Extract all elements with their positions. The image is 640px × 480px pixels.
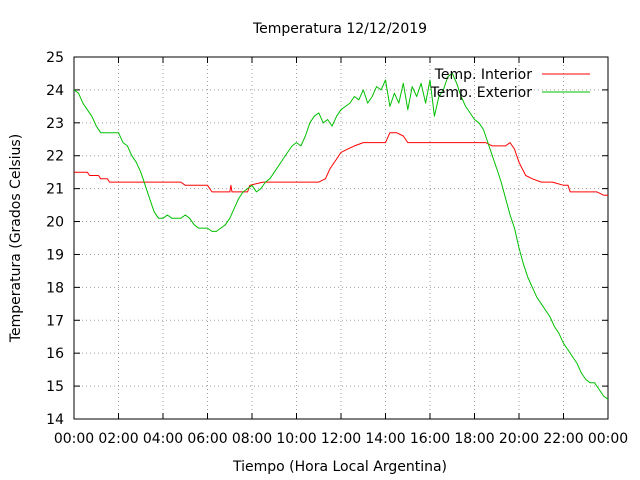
series-lines <box>73 73 609 400</box>
y-tick-label: 14 <box>46 412 64 428</box>
legend: Temp. Interior Temp. Exterior <box>430 67 590 101</box>
x-tick-label: 00:00 <box>588 431 628 447</box>
grid <box>74 57 608 419</box>
x-tick-label: 06:00 <box>187 431 227 447</box>
y-tick-label: 20 <box>46 215 64 231</box>
series-line-1 <box>73 73 609 400</box>
x-tick-label: 20:00 <box>499 431 539 447</box>
y-tick-label: 23 <box>46 116 64 132</box>
axis-ticks: 00:00 02:00 04:00 06:00 08:00 10:00 12:00 14:00… <box>46 50 628 447</box>
y-tick-label: 16 <box>46 346 64 362</box>
x-tick-label: 00:00 <box>54 431 94 447</box>
x-tick-label: 14:00 <box>365 431 405 447</box>
x-tick-label: 10:00 <box>276 431 316 447</box>
y-tick-label: 21 <box>46 182 64 198</box>
legend-label: Temp. Interior <box>434 67 533 83</box>
y-tick-label: 24 <box>46 83 64 99</box>
series-line-0 <box>74 132 608 196</box>
x-tick-label: 22:00 <box>543 431 583 447</box>
y-tick-label: 22 <box>46 149 64 165</box>
x-tick-label: 12:00 <box>321 431 361 447</box>
x-tick-label: 16:00 <box>410 431 450 447</box>
y-tick-label: 15 <box>46 379 64 395</box>
x-tick-label: 18:00 <box>454 431 494 447</box>
x-tick-label: 02:00 <box>98 431 138 447</box>
y-tick-label: 25 <box>46 50 64 66</box>
y-tick-label: 17 <box>46 313 64 329</box>
x-axis-label: Tiempo (Hora Local Argentina) <box>232 459 447 475</box>
y-tick-label: 18 <box>46 280 64 296</box>
chart-title: Temperatura 12/12/2019 <box>252 21 427 37</box>
x-tick-label: 04:00 <box>143 431 183 447</box>
y-axis-label: Temperatura (Grados Celsius) <box>8 134 24 343</box>
x-tick-label: 08:00 <box>232 431 272 447</box>
y-tick-label: 19 <box>46 247 64 263</box>
legend-label: Temp. Exterior <box>430 85 533 101</box>
